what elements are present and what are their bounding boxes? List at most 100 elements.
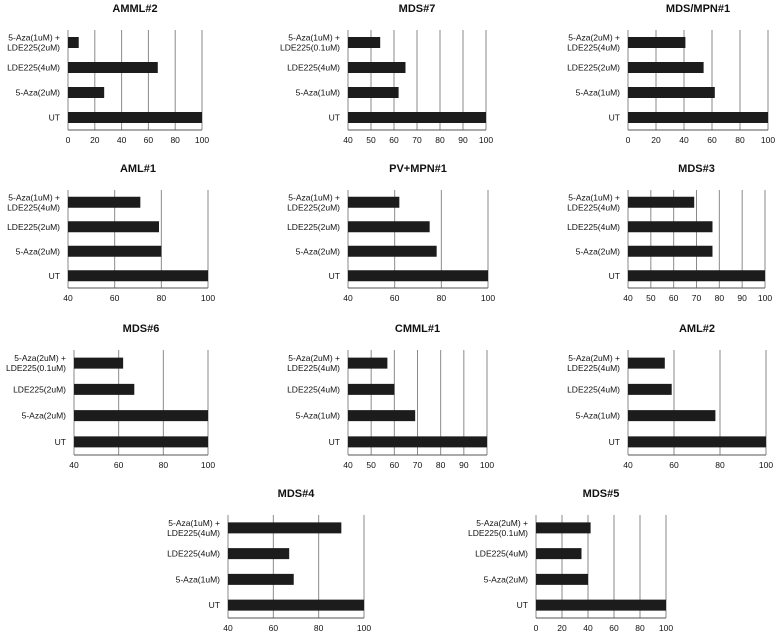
x-tick-label: 40 — [343, 293, 353, 303]
chart-2: MDS#7 40 50 60 70 80 90 100 UT 5-Aza(1uM) LDE225(4… — [280, 3, 493, 145]
bar — [628, 62, 704, 73]
bar — [628, 410, 716, 422]
category-label: 5-Aza(1uM) + LDE225(2uM) — [287, 192, 340, 212]
chart-title: MDS#7 — [399, 3, 436, 15]
category-label: 5-Aza(2uM) — [22, 411, 67, 421]
bar — [348, 436, 487, 448]
x-tick-label: 100 — [480, 460, 494, 470]
x-tick-label: 100 — [195, 135, 209, 145]
category-label: UT — [609, 437, 620, 447]
category-label: UT — [49, 271, 60, 281]
category-label: UT — [517, 600, 528, 610]
chart-5: PV+MPN#1 40 60 80 100 UT 5-Aza(2uM) LDE225(2uM)… — [287, 163, 495, 303]
x-tick-label: 20 — [90, 135, 100, 145]
category-label: LDE225(2uM) — [7, 222, 60, 232]
bar — [628, 245, 713, 257]
category-label: 5-Aza(2uM) — [296, 246, 341, 256]
x-tick-label: 40 — [343, 460, 353, 470]
x-tick-label: 40 — [679, 135, 689, 145]
x-tick-label: 60 — [389, 135, 399, 145]
chart-9: AML#2 40 60 80 100 UT 5-Aza(1uM) LDE225(4uM) 5-A… — [567, 323, 773, 470]
bar — [228, 522, 342, 534]
bar — [628, 357, 665, 369]
x-tick-label: 100 — [758, 293, 772, 303]
chart-4: AML#1 40 60 80 100 UT 5-Aza(2uM) LDE225(2uM) 5-A… — [7, 163, 215, 303]
bar — [68, 196, 141, 208]
category-label: UT — [209, 600, 220, 610]
category-label: LDE225(4uM) — [287, 384, 340, 394]
x-tick-label: 100 — [201, 293, 215, 303]
bar — [68, 270, 208, 282]
x-tick-label: 60 — [269, 623, 279, 633]
bar — [348, 357, 388, 369]
bar — [348, 196, 400, 208]
category-label: LDE225(2uM) — [567, 63, 620, 73]
chart-title: AML#1 — [120, 163, 156, 175]
category-label: 5-Aza(2uM) + LDE225(0.1uM) — [6, 353, 66, 373]
x-tick-label: 100 — [201, 460, 215, 470]
bar — [348, 87, 399, 98]
bar — [536, 522, 591, 534]
category-label: UT — [55, 437, 66, 447]
x-tick-label: 60 — [110, 293, 120, 303]
chart-title: MDS#3 — [678, 163, 715, 175]
x-tick-label: 60 — [390, 293, 400, 303]
chart-title: PV+MPN#1 — [389, 163, 447, 175]
bar — [68, 37, 79, 48]
category-label: LDE225(4uM) — [567, 384, 620, 394]
bar — [628, 112, 768, 123]
x-tick-label: 90 — [459, 460, 469, 470]
category-label: 5-Aza(2uM) + LDE225(4uM) — [287, 353, 340, 373]
x-tick-label: 0 — [534, 623, 539, 633]
x-tick-label: 40 — [343, 135, 353, 145]
x-tick-label: 90 — [458, 135, 468, 145]
chart-title: AMML#2 — [112, 3, 157, 15]
x-tick-label: 80 — [314, 623, 324, 633]
x-tick-label: 60 — [144, 135, 154, 145]
chart-title: MDS/MPN#1 — [666, 3, 730, 15]
category-label: 5-Aza(2uM) — [16, 88, 61, 98]
category-label: LDE225(2uM) — [13, 384, 66, 394]
bar — [228, 548, 290, 560]
category-label: 5-Aza(1uM) + LDE225(4uM) — [167, 518, 220, 538]
bar — [348, 112, 486, 123]
x-tick-label: 70 — [412, 135, 422, 145]
x-tick-label: 50 — [366, 460, 376, 470]
x-tick-label: 100 — [659, 623, 673, 633]
x-tick-label: 20 — [651, 135, 661, 145]
category-label: 5-Aza(2uM) + LDE225(0.1uM) — [468, 518, 528, 538]
chart-10: MDS#4 40 60 80 100 UT 5-Aza(1uM) LDE225(4uM) 5-A… — [167, 488, 371, 633]
category-label: UT — [609, 271, 620, 281]
x-tick-label: 40 — [69, 460, 79, 470]
chart-1: AMML#2 0 20 40 60 80 100 UT 5-Aza(2uM) LDE225(4uM… — [7, 3, 209, 145]
bar — [68, 245, 162, 257]
bar — [628, 196, 695, 208]
category-label: UT — [329, 113, 340, 123]
x-tick-label: 90 — [737, 293, 747, 303]
bar — [628, 37, 686, 48]
x-tick-label: 0 — [66, 135, 71, 145]
category-label: 5-Aza(2uM) — [16, 246, 61, 256]
x-tick-label: 60 — [707, 135, 717, 145]
x-tick-label: 60 — [669, 293, 679, 303]
bar — [68, 221, 159, 233]
x-tick-label: 80 — [715, 293, 725, 303]
bar — [68, 87, 105, 98]
x-tick-label: 60 — [609, 623, 619, 633]
bar — [628, 221, 713, 233]
x-tick-label: 40 — [623, 293, 633, 303]
x-tick-label: 100 — [761, 135, 775, 145]
x-tick-label: 20 — [557, 623, 567, 633]
bar — [348, 37, 381, 48]
x-tick-label: 40 — [223, 623, 233, 633]
category-label: LDE225(4uM) — [567, 222, 620, 232]
x-tick-label: 70 — [692, 293, 702, 303]
category-label: UT — [329, 271, 340, 281]
category-label: 5-Aza(1uM) + LDE225(4uM) — [567, 192, 620, 212]
x-tick-label: 50 — [646, 293, 656, 303]
category-label: 5-Aza(2uM) + LDE225(4uM) — [567, 33, 620, 53]
category-label: 5-Aza(1uM) — [576, 88, 621, 98]
bar — [348, 383, 395, 395]
category-label: 5-Aza(1uM) — [296, 411, 341, 421]
